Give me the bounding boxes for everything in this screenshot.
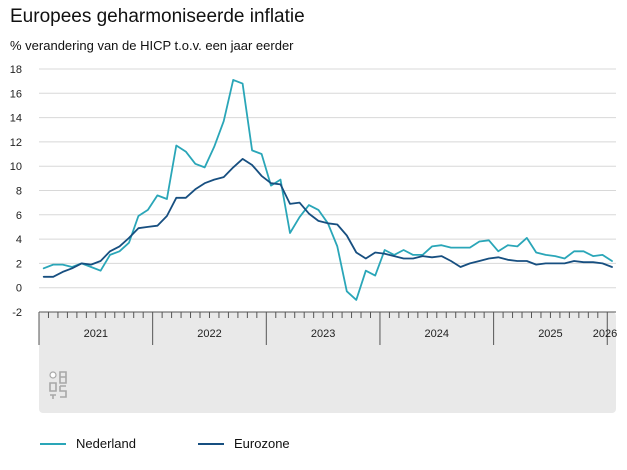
x-year-label: 2023 bbox=[311, 328, 335, 340]
y-gridlines bbox=[39, 68, 616, 313]
series-lines bbox=[42, 79, 613, 301]
y-tick-label: -2 bbox=[12, 307, 22, 319]
x-year-label: 2024 bbox=[425, 328, 449, 340]
y-tick-label: 2 bbox=[16, 258, 22, 270]
series-line-eurozone bbox=[42, 157, 613, 278]
x-year-label: 2026 bbox=[593, 328, 617, 340]
chart-subtitle: % verandering van de HICP t.o.v. een jaa… bbox=[10, 38, 294, 53]
cbs-logo-icon bbox=[49, 371, 67, 399]
y-tick-label: 10 bbox=[10, 161, 22, 173]
chart-title: Europees geharmoniseerde inflatie bbox=[10, 6, 305, 27]
legend-label-nederland: Nederland bbox=[76, 436, 136, 451]
legend-item-eurozone: Eurozone bbox=[198, 436, 290, 451]
x-year-label: 2022 bbox=[197, 328, 221, 340]
y-tick-label: 6 bbox=[16, 210, 22, 222]
legend-swatch-eurozone bbox=[198, 442, 224, 445]
y-tick-label: 12 bbox=[10, 137, 22, 149]
y-tick-label: 0 bbox=[16, 283, 22, 295]
y-tick-label: 18 bbox=[10, 64, 22, 76]
y-tick-labels: -2 0 2 4 6 8 10 12 14 16 18 bbox=[10, 64, 22, 319]
legend: Nederland Eurozone bbox=[40, 436, 352, 451]
legend-item-nederland: Nederland bbox=[40, 436, 136, 451]
y-tick-label: 16 bbox=[10, 88, 22, 100]
x-axis-band bbox=[39, 312, 616, 413]
legend-label-eurozone: Eurozone bbox=[234, 436, 290, 451]
legend-swatch-nederland bbox=[40, 442, 66, 445]
y-tick-label: 14 bbox=[10, 113, 22, 125]
x-year-label: 2021 bbox=[84, 328, 108, 340]
y-tick-label: 8 bbox=[16, 186, 22, 198]
y-tick-label: 4 bbox=[16, 234, 22, 246]
x-year-label: 2025 bbox=[538, 328, 562, 340]
x-year-labels: 2021 2022 2023 2024 2025 2026 bbox=[84, 328, 618, 340]
x-axis-ticks bbox=[38, 311, 616, 345]
series-line-nederland bbox=[42, 79, 613, 301]
